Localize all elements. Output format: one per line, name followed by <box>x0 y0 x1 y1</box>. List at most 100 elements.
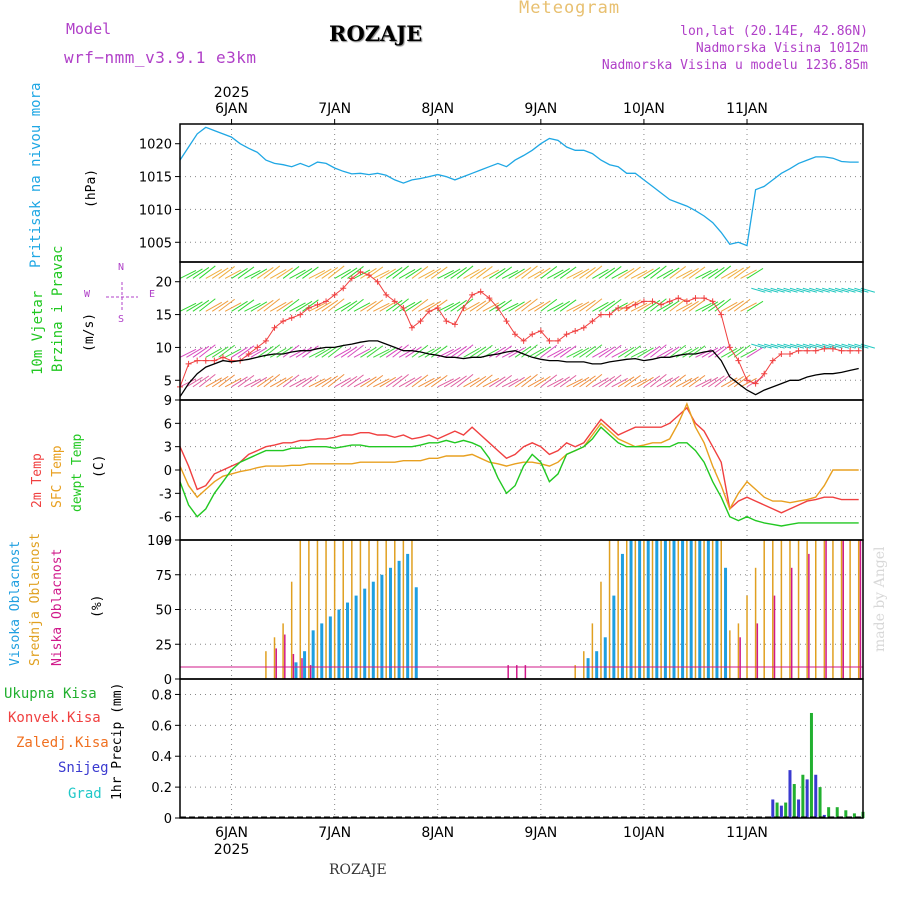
wind-gust-marker <box>537 328 544 334</box>
wind-direction-arrow <box>559 299 577 312</box>
panel-frame <box>179 678 864 819</box>
wind-direction-arrow <box>508 268 525 279</box>
meteogram-title: Meteogram <box>519 0 621 18</box>
wind-direction-arrow <box>379 301 397 312</box>
x-bottom-year-label: 2025 <box>214 842 250 858</box>
wind-direction-arrow <box>604 266 622 279</box>
wind-direction-arrow <box>514 267 532 279</box>
wind-direction-arrow <box>802 287 817 293</box>
wind-direction-arrow <box>205 301 223 312</box>
wind-direction-arrow <box>585 344 603 358</box>
wind-gust-marker <box>323 298 330 305</box>
wind-gust-marker <box>546 337 553 344</box>
wind-gust-marker <box>254 344 261 351</box>
wind-direction-arrow <box>637 347 654 358</box>
wind-direction-arrow <box>366 266 384 279</box>
wind-direction-arrow <box>624 266 641 279</box>
wind-direction-arrow <box>598 346 616 358</box>
wind-direction-arrow <box>764 287 779 293</box>
wind-direction-arrow <box>656 347 674 358</box>
y-tick-label: 100 <box>147 534 172 549</box>
wind-direction-arrow <box>276 267 293 279</box>
cloud-high-bar <box>595 651 599 679</box>
wind-direction-arrow <box>534 346 551 358</box>
y-tick-label: 5 <box>164 374 172 389</box>
wind-direction-arrow <box>508 376 525 388</box>
cloud-high-bar <box>363 588 367 679</box>
wind-direction-arrow <box>630 302 648 312</box>
wind-direction-arrow <box>385 299 403 312</box>
wind-gust-marker <box>494 305 501 311</box>
wind-gust-marker <box>331 291 338 298</box>
wind-direction-arrow <box>192 345 210 358</box>
wind-direction-arrow <box>218 298 235 312</box>
temp-2m-line <box>179 406 859 514</box>
cloud-high-bar <box>646 540 650 679</box>
wind-direction-arrow <box>553 346 570 358</box>
wind-direction-arrow <box>405 300 422 312</box>
wind-direction-arrow <box>179 348 197 358</box>
wind-direction-arrow <box>611 348 628 358</box>
wind-direction-arrow <box>783 343 798 349</box>
wind-direction-arrow <box>630 348 648 358</box>
wind-direction-arrow <box>321 375 339 388</box>
wind-direction-arrow <box>643 299 661 312</box>
cloud-high-bar <box>715 540 719 679</box>
wind-direction-arrow <box>463 347 480 358</box>
wind-direction-arrow <box>186 347 203 358</box>
rain-frozen-title: Zaledj.Kisa <box>16 735 109 751</box>
wind-direction-arrow <box>411 266 429 279</box>
wind-gust-marker <box>795 347 802 354</box>
wind-direction-arrow <box>527 301 545 312</box>
wind-direction-arrow <box>662 375 680 388</box>
wind-gust-marker <box>572 328 579 334</box>
wind-direction-arrow <box>751 287 766 293</box>
wind-direction-arrow <box>714 373 732 388</box>
wind-direction-arrow <box>617 376 635 388</box>
wind-direction-arrow <box>327 265 345 279</box>
wind-direction-arrow <box>553 300 570 312</box>
wind-direction-arrow <box>489 346 506 358</box>
wind-direction-arrow <box>521 344 538 358</box>
wind-direction-arrow <box>637 376 654 388</box>
wind-direction-arrow <box>418 377 435 388</box>
y-tick-label: -3 <box>159 487 172 502</box>
wind-direction-arrow <box>841 287 856 293</box>
x-top-day-label: 8JAN <box>421 101 454 117</box>
wind-direction-arrow <box>598 267 616 279</box>
wind-direction-arrow <box>482 269 500 279</box>
wind-direction-arrow <box>604 374 622 388</box>
y-tick-label: 1010 <box>139 203 172 218</box>
wind-direction-arrow <box>231 346 248 358</box>
wind-direction-arrow <box>398 377 416 388</box>
wind-direction-arrow <box>495 266 513 279</box>
wind-direction-arrow <box>579 345 596 358</box>
wind-direction-arrow <box>282 374 300 388</box>
wind-gust-marker <box>391 298 398 305</box>
wind-direction-arrow <box>688 299 706 312</box>
cloud-high-bar <box>406 553 410 679</box>
wind-direction-arrow <box>308 302 326 312</box>
wind-direction-arrow <box>559 266 577 279</box>
wind-direction-arrow <box>192 299 210 312</box>
wind-direction-arrow <box>469 267 487 279</box>
cloud-high-bar <box>681 540 685 679</box>
wind-direction-arrow <box>521 265 538 279</box>
wind-direction-arrow <box>360 376 377 388</box>
wind-gust-marker <box>752 380 759 387</box>
wind-direction-arrow <box>701 347 719 358</box>
wind-gust-marker <box>606 311 613 318</box>
wind-gust-marker <box>357 268 364 275</box>
wind-direction-arrow <box>289 302 306 312</box>
x-bottom-day-label: 6JAN <box>215 825 248 841</box>
wind-direction-arrow <box>727 346 744 358</box>
wind-direction-arrow <box>315 301 332 312</box>
wind-direction-arrow <box>854 287 869 293</box>
wind-direction-arrow <box>482 302 500 312</box>
panel-background <box>180 262 863 400</box>
wind-gust-marker <box>314 301 321 308</box>
wind-gust-marker <box>262 337 269 344</box>
wind-direction-arrow <box>841 343 856 349</box>
wind-direction-arrow <box>572 268 590 279</box>
wind-direction-arrow <box>237 299 255 312</box>
